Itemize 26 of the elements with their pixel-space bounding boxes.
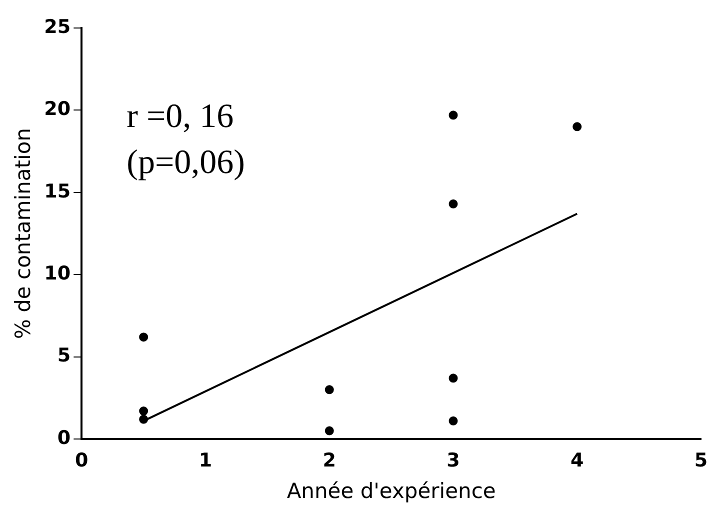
point <box>448 416 458 426</box>
x-tick-label: 2 <box>322 449 336 472</box>
x-tick-label: 5 <box>694 449 708 472</box>
y-tick-label: 10 <box>44 262 71 285</box>
point <box>324 426 334 436</box>
x-axis-title: Année d'expérience <box>286 478 496 503</box>
x-tick-label: 4 <box>570 449 584 472</box>
x-tick-label: 3 <box>446 449 460 472</box>
annotation: r =0, 16 <box>126 98 234 135</box>
y-tick-label: 0 <box>57 426 71 449</box>
y-tick-label: 15 <box>44 180 71 202</box>
point <box>139 406 148 416</box>
y-tick-label: 5 <box>57 344 71 367</box>
point <box>572 122 582 132</box>
x-tick-label: 1 <box>198 449 212 472</box>
point <box>448 110 458 120</box>
point <box>448 199 458 208</box>
point <box>324 385 334 394</box>
y-axis-title: % de contamination <box>11 128 36 340</box>
y-tick-label: 20 <box>44 98 71 120</box>
x-tick-label: 0 <box>75 449 88 472</box>
point <box>139 332 148 342</box>
point <box>448 374 458 383</box>
annotation: (p=0,06) <box>126 144 245 181</box>
y-tick-label: 25 <box>44 16 71 38</box>
point <box>139 414 148 424</box>
